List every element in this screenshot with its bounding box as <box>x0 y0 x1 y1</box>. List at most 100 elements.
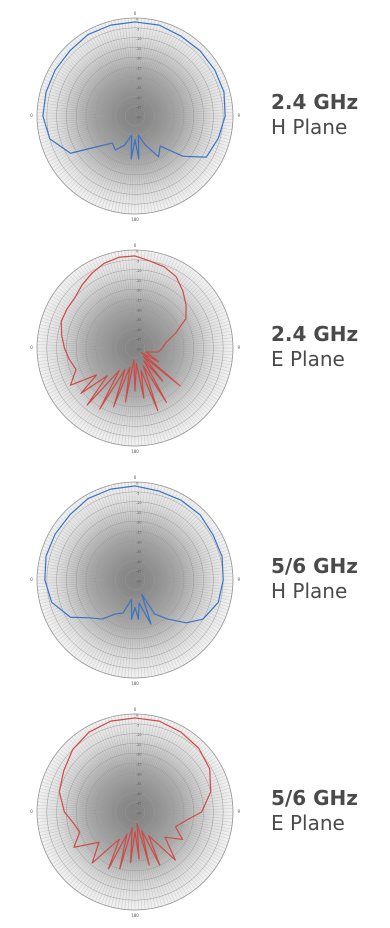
radial-tick-label: -45 <box>136 106 142 110</box>
grid-ring <box>75 752 195 872</box>
angle-tick-label: 180 <box>131 449 139 454</box>
grid-ring <box>95 76 175 156</box>
radial-tick-label: -45 <box>136 338 142 342</box>
radial-tick-label: -35 <box>136 318 142 322</box>
plane-label: E Plane <box>271 811 345 835</box>
frequency-label: 5/6 GHz <box>271 786 358 810</box>
radial-tick-label: -20 <box>136 289 142 293</box>
grid-ring <box>66 47 204 185</box>
radial-tick-label: -45 <box>136 802 142 806</box>
angle-tick-label: 0 <box>134 243 137 248</box>
radial-tick-label: 0 <box>136 18 138 22</box>
grid-ring <box>124 801 146 823</box>
radial-tick-label: -25 <box>136 67 142 71</box>
plane-label: E Plane <box>271 347 345 371</box>
grid-ring <box>85 530 185 630</box>
radial-tick-label: -10 <box>136 37 142 41</box>
angle-tick-label: 90 <box>237 809 240 814</box>
frequency-label: 2.4 GHz <box>271 322 359 346</box>
radial-tick-label: -30 <box>136 772 142 776</box>
radial-tick-label: -5 <box>136 27 139 31</box>
grid-ring <box>56 269 214 427</box>
radial-tick-label: -35 <box>136 782 142 786</box>
radial-tick-label: 0 <box>136 250 138 254</box>
radial-tick-label: -10 <box>136 501 142 505</box>
grid-ring <box>36 17 234 215</box>
radial-tick-label: -50 <box>136 580 142 584</box>
radial-tick-label: -50 <box>136 812 142 816</box>
grid-ring <box>85 66 185 166</box>
chart-panel-2: 0-5-10-15-20-25-30-35-40-45-50090180270 … <box>0 232 390 464</box>
series-line <box>44 485 224 625</box>
radial-tick-label: 0 <box>136 714 138 718</box>
grid-ring <box>95 772 175 852</box>
radial-tick-label: -15 <box>136 279 142 283</box>
grid-ring <box>75 56 195 176</box>
angle-tick-label: 180 <box>131 681 139 686</box>
frequency-label: 2.4 GHz <box>271 90 359 114</box>
grid-ring <box>56 37 214 195</box>
grid-ring <box>124 337 146 359</box>
angle-tick-label: 0 <box>134 475 137 480</box>
grid-ring <box>46 27 224 205</box>
radial-tick-label: -40 <box>136 560 142 564</box>
radial-tick-label: -50 <box>136 116 142 120</box>
grid-ring <box>66 279 204 417</box>
radial-tick-label: -50 <box>136 348 142 352</box>
series-line <box>60 255 187 412</box>
grid-ring <box>75 520 195 640</box>
angle-tick-label: 0 <box>134 707 137 712</box>
angle-tick-label: 270 <box>30 345 33 350</box>
series-line <box>42 21 226 160</box>
angle-tick-label: 270 <box>30 577 33 582</box>
radial-tick-label: -5 <box>136 259 139 263</box>
chart-panel-1: 0-5-10-15-20-25-30-35-40-45-50090180270 … <box>0 0 390 232</box>
radial-tick-label: -10 <box>136 733 142 737</box>
series-line <box>58 717 212 870</box>
grid-ring <box>95 540 175 620</box>
radial-tick-label: -35 <box>136 550 142 554</box>
radial-tick-label: -30 <box>136 540 142 544</box>
radial-tick-label: -5 <box>136 723 139 727</box>
radial-tick-label: -20 <box>136 57 142 61</box>
plane-label: H Plane <box>271 115 348 139</box>
radial-tick-label: -40 <box>136 792 142 796</box>
angle-tick-label: 270 <box>30 113 33 118</box>
polar-chart: 0 -5 -10 -15 -20 -25 -30 -35 -40 -45 -50 0 90 180 270 <box>30 243 240 454</box>
grid-ring <box>115 96 155 136</box>
grid-ring <box>56 501 214 659</box>
angle-tick-label: 90 <box>237 345 240 350</box>
grid-ring <box>85 298 185 398</box>
plane-label: H Plane <box>271 579 348 603</box>
grid-ring <box>115 328 155 368</box>
chart-legend: 2.4 GHz H Plane <box>271 90 390 140</box>
radial-tick-label: -45 <box>136 570 142 574</box>
angle-tick-label: 90 <box>237 113 240 118</box>
chart-panel-4: 0-5-10-15-20-25-30-35-40-45-50090180270 … <box>0 696 390 928</box>
radial-tick-label: -30 <box>136 308 142 312</box>
radial-tick-label: -10 <box>136 269 142 273</box>
grid-ring <box>124 569 146 591</box>
polar-chart: 0 -5 -10 -15 -20 -25 -30 -35 -40 -45 -50 0 90 180 270 <box>30 707 240 918</box>
chart-legend: 2.4 GHz E Plane <box>271 322 390 372</box>
grid-ring <box>105 782 165 842</box>
grid-ring <box>85 762 185 862</box>
radial-tick-label: -15 <box>136 47 142 51</box>
radial-tick-label: -20 <box>136 521 142 525</box>
radial-tick-label: -30 <box>136 76 142 80</box>
angle-tick-label: 180 <box>131 913 139 918</box>
grid-ring <box>115 560 155 600</box>
grid-ring <box>56 733 214 891</box>
grid-ring <box>66 511 204 649</box>
radial-tick-label: -35 <box>136 86 142 90</box>
angle-tick-label: 270 <box>30 809 33 814</box>
radial-tick-label: -5 <box>136 491 139 495</box>
radial-tick-label: -25 <box>136 763 142 767</box>
grid-ring <box>46 259 224 437</box>
angle-tick-label: 0 <box>134 11 137 16</box>
grid-ring <box>36 249 234 447</box>
radial-tick-label: -40 <box>136 328 142 332</box>
radial-tick-label: -25 <box>136 531 142 535</box>
frequency-label: 5/6 GHz <box>271 554 358 578</box>
grid-ring <box>46 723 224 901</box>
